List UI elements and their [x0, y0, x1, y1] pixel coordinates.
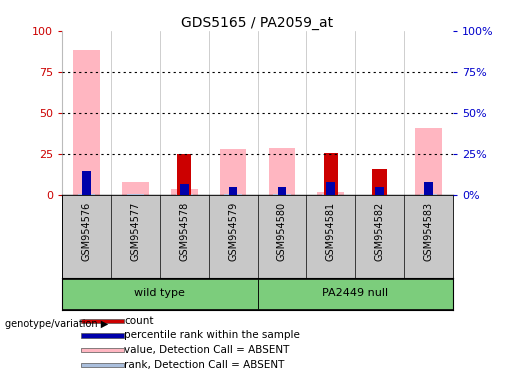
Text: GSM954578: GSM954578 [179, 202, 189, 261]
Text: GSM954579: GSM954579 [228, 202, 238, 261]
Bar [372, 169, 387, 195]
Bar [317, 192, 345, 195]
Text: GSM954583: GSM954583 [424, 202, 434, 261]
Bar [415, 128, 442, 195]
Bar [127, 194, 144, 195]
Bar [73, 50, 100, 195]
Bar [176, 194, 193, 195]
Bar [81, 333, 124, 338]
Bar [273, 194, 290, 195]
Bar [327, 182, 335, 195]
Bar [424, 182, 433, 195]
Bar [81, 348, 124, 353]
Text: count: count [125, 316, 154, 326]
Bar [225, 194, 242, 195]
Bar [229, 187, 237, 195]
Text: genotype/variation ▶: genotype/variation ▶ [5, 319, 108, 329]
Bar [81, 319, 124, 323]
Bar [375, 187, 384, 195]
Text: GSM954581: GSM954581 [326, 202, 336, 261]
Text: GSM954577: GSM954577 [130, 202, 140, 261]
Bar [82, 170, 91, 195]
Bar [177, 154, 192, 195]
Text: value, Detection Call = ABSENT: value, Detection Call = ABSENT [125, 345, 290, 355]
Bar [170, 189, 198, 195]
Bar [371, 194, 388, 195]
Text: PA2449 null: PA2449 null [322, 288, 388, 298]
FancyBboxPatch shape [258, 279, 453, 309]
Bar [122, 182, 149, 195]
FancyBboxPatch shape [62, 279, 258, 309]
Bar [219, 149, 247, 195]
Text: wild type: wild type [134, 288, 185, 298]
Bar [420, 194, 437, 195]
Bar [180, 184, 188, 195]
Text: GSM954582: GSM954582 [375, 202, 385, 261]
Text: percentile rank within the sample: percentile rank within the sample [125, 330, 300, 340]
Bar [78, 194, 95, 195]
Text: GSM954580: GSM954580 [277, 202, 287, 261]
Bar [81, 362, 124, 367]
Text: rank, Detection Call = ABSENT: rank, Detection Call = ABSENT [125, 360, 285, 370]
Title: GDS5165 / PA2059_at: GDS5165 / PA2059_at [181, 16, 334, 30]
Bar [268, 147, 296, 195]
Bar [323, 152, 338, 195]
Text: GSM954576: GSM954576 [81, 202, 91, 261]
Bar [278, 187, 286, 195]
Bar [322, 194, 339, 195]
